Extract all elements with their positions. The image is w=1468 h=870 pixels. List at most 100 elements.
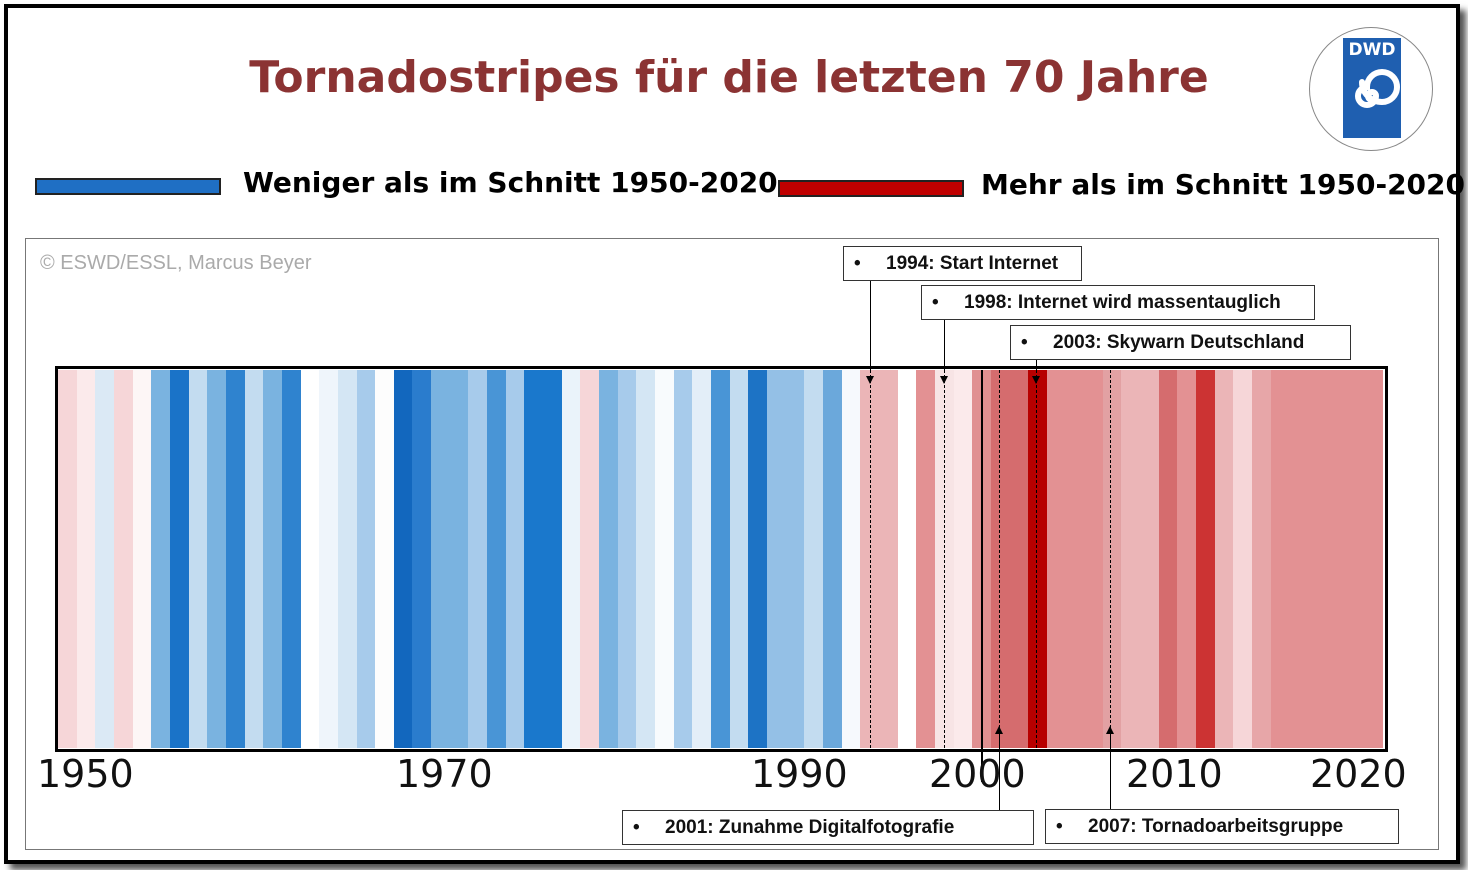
- dwd-swirl-icon: [1355, 69, 1400, 108]
- stripe-1958: [207, 370, 226, 748]
- stripe-1961: [263, 370, 282, 748]
- event-arrow-1994: [866, 376, 874, 384]
- event-connector-2007: [1110, 732, 1111, 809]
- chart-title: Tornadostripes für die letzten 70 Jahre: [249, 52, 1209, 103]
- event-marker-2007: [1110, 370, 1111, 748]
- event-arrow-2001: [995, 726, 1003, 734]
- stripe-1971: [449, 370, 469, 748]
- stripe-1957: [188, 370, 208, 748]
- event-arrow-2007: [1106, 726, 1114, 734]
- legend-label-less: Weniger als im Schnitt 1950-2020: [243, 166, 778, 199]
- stripe-1972: [468, 370, 488, 748]
- copyright-text: © ESWD/ESSL, Marcus Beyer: [40, 252, 312, 274]
- stripe-2016: [1289, 370, 1308, 748]
- stripe-1970: [431, 370, 450, 748]
- x-tick-label: 1950: [37, 752, 134, 796]
- stripe-1951: [76, 370, 96, 748]
- stripe-1963: [300, 370, 320, 748]
- stripe-1980: [617, 370, 637, 748]
- event-label: 2003: Skywarn Deutschland: [1053, 332, 1305, 353]
- stripe-1959: [225, 370, 245, 748]
- stripe-1978: [580, 370, 600, 748]
- stripe-1954: [132, 370, 152, 748]
- event-box-1994: • 1994: Start Internet: [843, 246, 1082, 281]
- stripes-area: [58, 370, 1383, 748]
- event-label: 2001: Zunahme Digitalfotografie: [665, 817, 955, 838]
- stripe-1975: [524, 370, 544, 748]
- stripe-1981: [636, 370, 655, 748]
- logo-text: DWD: [1348, 40, 1396, 60]
- stripe-2014: [1252, 370, 1271, 748]
- stripe-1950: [58, 370, 77, 748]
- bullet: •: [1056, 816, 1063, 837]
- legend-label-more: Mehr als im Schnitt 1950-2020: [981, 168, 1465, 201]
- stripe-1987: [748, 370, 767, 748]
- event-label: 2007: Tornadoarbeitsgruppe: [1088, 816, 1344, 837]
- stripe-2000: [990, 370, 1010, 748]
- stripe-1985: [710, 370, 730, 748]
- x-tick-label: 2020: [1310, 752, 1407, 796]
- stripe-1974: [505, 370, 525, 748]
- stripe-2005: [1084, 370, 1103, 748]
- stripe-2008: [1140, 370, 1159, 748]
- stripe-1984: [692, 370, 711, 748]
- stripe-2019: [1345, 370, 1364, 748]
- stripe-1995: [897, 370, 917, 748]
- bullet: •: [854, 253, 861, 274]
- stripe-1994: [878, 370, 898, 748]
- stripe-1952: [95, 370, 114, 748]
- stripe-2011: [1196, 370, 1215, 748]
- event-connector-1998: [944, 320, 945, 370]
- event-box-2003: • 2003: Skywarn Deutschland: [1010, 325, 1351, 360]
- bullet: •: [932, 292, 939, 313]
- stripe-1989: [785, 370, 805, 748]
- stripe-2017: [1307, 370, 1327, 748]
- stripe-1967: [375, 370, 394, 748]
- stripe-1960: [244, 370, 264, 748]
- stripe-1965: [337, 370, 357, 748]
- stripe-2009: [1158, 370, 1178, 748]
- logo-box: DWD: [1343, 38, 1401, 138]
- event-marker-2003: [1036, 370, 1037, 748]
- year-2000-line: [981, 370, 983, 782]
- dwd-logo: DWD: [1309, 27, 1433, 151]
- event-box-2001: • 2001: Zunahme Digitalfotografie: [622, 810, 1034, 845]
- stripe-1976: [543, 370, 562, 748]
- legend-swatch-more: [778, 180, 964, 197]
- stripe-1982: [655, 370, 674, 748]
- stripe-1990: [804, 370, 823, 748]
- stripe-1988: [766, 370, 786, 748]
- stripe-2012: [1214, 370, 1234, 748]
- stripe-2003: [1046, 370, 1066, 748]
- stripe-2006: [1102, 370, 1122, 748]
- event-marker-2001: [999, 370, 1000, 748]
- bullet: •: [1021, 332, 1028, 353]
- event-box-2007: • 2007: Tornadoarbeitsgruppe: [1045, 809, 1399, 844]
- event-label: 1998: Internet wird massentauglich: [964, 292, 1281, 313]
- event-marker-1998: [944, 370, 945, 748]
- stripe-2018: [1326, 370, 1346, 748]
- stripe-2013: [1233, 370, 1252, 748]
- event-connector-2001: [999, 732, 1000, 810]
- x-tick-label: 1990: [751, 752, 848, 796]
- stripe-1992: [841, 370, 861, 748]
- stripe-1998: [953, 370, 973, 748]
- legend-swatch-less: [35, 178, 221, 195]
- stripe-1979: [599, 370, 618, 748]
- x-tick-label: 2000: [929, 752, 1026, 796]
- event-label: 1994: Start Internet: [886, 253, 1059, 274]
- event-arrow-2003: [1032, 376, 1040, 384]
- stripe-1968: [393, 370, 413, 748]
- event-box-1998: • 1998: Internet wird massentauglich: [921, 285, 1315, 320]
- stripe-1953: [113, 370, 133, 748]
- stripe-1964: [319, 370, 338, 748]
- event-connector-1994: [870, 281, 871, 370]
- event-connector-2003: [1036, 360, 1037, 370]
- stripe-1962: [281, 370, 301, 748]
- event-marker-1994: [870, 370, 871, 748]
- stripe-1973: [487, 370, 506, 748]
- stripe-1969: [412, 370, 432, 748]
- bullet: •: [633, 817, 640, 838]
- stripe-2002: [1028, 370, 1047, 748]
- stripe-1991: [822, 370, 842, 748]
